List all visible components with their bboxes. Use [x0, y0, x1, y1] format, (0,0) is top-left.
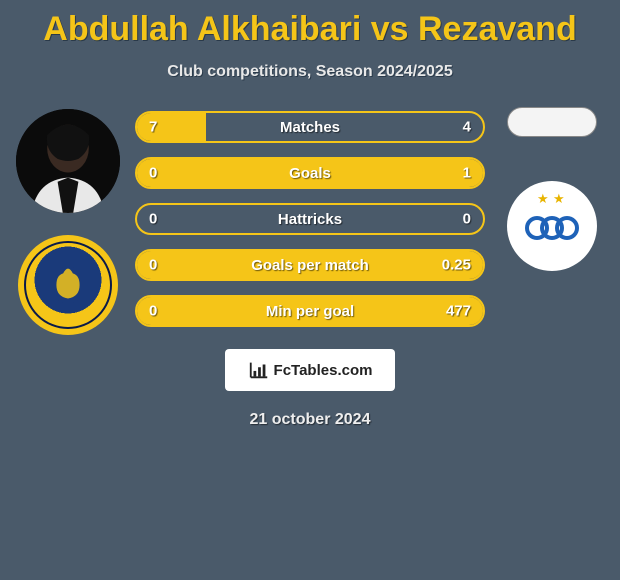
stat-right-value: 0	[463, 211, 471, 228]
left-club-badge	[18, 235, 118, 335]
stat-row: 7 Matches 4	[135, 111, 485, 143]
stat-row: 0 Goals 1	[135, 157, 485, 189]
brand-badge: FcTables.com	[225, 349, 395, 391]
snapshot-date: 21 october 2024	[0, 411, 620, 429]
right-player-column: ★ ★	[492, 103, 612, 271]
stat-label: Min per goal	[266, 303, 354, 320]
stat-row: 0 Min per goal 477	[135, 295, 485, 327]
stat-left-value: 0	[149, 211, 157, 228]
stat-right-value: 1	[463, 165, 471, 182]
stat-right-value: 477	[446, 303, 471, 320]
club-rings-icon	[524, 212, 580, 244]
stat-label: Hattricks	[278, 211, 342, 228]
page-subtitle: Club competitions, Season 2024/2025	[0, 63, 620, 81]
brand-text: FcTables.com	[274, 362, 373, 379]
stat-left-value: 0	[149, 303, 157, 320]
stat-left-value: 0	[149, 165, 157, 182]
stat-right-value: 4	[463, 119, 471, 136]
stat-label: Goals per match	[251, 257, 369, 274]
left-player-photo	[16, 109, 120, 213]
stat-label: Matches	[280, 119, 340, 136]
stat-left-value: 7	[149, 119, 157, 136]
star-icon: ★	[537, 191, 549, 207]
star-icon: ★	[553, 191, 565, 207]
stat-bars: 7 Matches 4 0 Goals 1 0 Hattricks 0 0 Goals per ma…	[135, 111, 485, 327]
right-player-photo-placeholder	[507, 107, 597, 137]
right-club-badge: ★ ★	[507, 181, 597, 271]
page-title: Abdullah Alkhaibari vs Rezavand	[0, 0, 620, 49]
stat-row: 0 Hattricks 0	[135, 203, 485, 235]
stat-label: Goals	[289, 165, 331, 182]
left-player-column	[8, 109, 128, 335]
stat-right-value: 0.25	[442, 257, 471, 274]
comparison-area: ★ ★ 7 Matches 4 0 Goals 1 0 Hattricks 0 0 Goals pe…	[0, 111, 620, 327]
stat-row: 0 Goals per match 0.25	[135, 249, 485, 281]
stat-left-value: 0	[149, 257, 157, 274]
bar-chart-icon	[248, 359, 270, 381]
